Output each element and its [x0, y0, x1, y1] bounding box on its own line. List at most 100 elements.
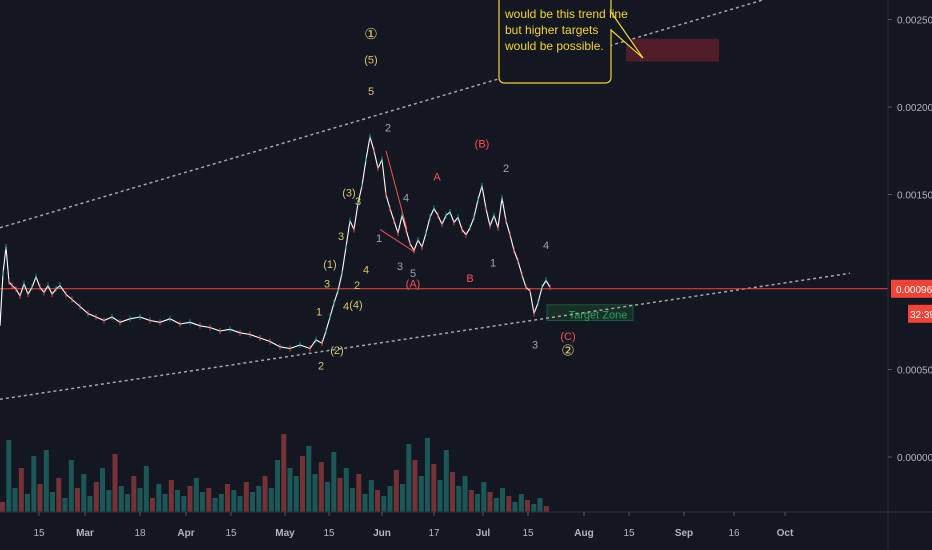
wave-label: 2 — [354, 280, 360, 292]
wave-label: 3 — [397, 261, 403, 273]
volume-bar — [418, 476, 424, 512]
wave-label: (5) — [364, 54, 377, 66]
volume-bar — [425, 438, 430, 512]
volume-bar — [75, 488, 80, 512]
volume-bar — [368, 480, 374, 512]
wave-label: 2 — [385, 123, 391, 135]
volume-bar — [131, 476, 137, 512]
price-series — [0, 133, 551, 352]
volume-bar — [43, 450, 49, 512]
x-tick-label: Aug — [574, 528, 593, 539]
x-tick-label: Mar — [76, 528, 94, 539]
x-tick-label: Jun — [373, 528, 391, 539]
annotation-text-line: would be possible. — [504, 39, 604, 53]
wave-label: ② — [561, 343, 574, 360]
x-tick-label: 15 — [225, 528, 237, 539]
volume-bar — [531, 504, 537, 512]
x-tick-label: 15 — [323, 528, 335, 539]
wave-label: (4) — [349, 299, 362, 311]
volume-bar — [112, 454, 118, 512]
volume-bar — [137, 488, 143, 512]
current-price-badge — [891, 279, 932, 298]
volume-bar — [487, 492, 493, 512]
volume-bar — [100, 468, 105, 512]
volume-bar — [343, 468, 349, 512]
volume-bar — [243, 482, 249, 512]
volume-bar — [293, 476, 299, 512]
x-tick-label: 16 — [728, 528, 740, 539]
wave-label: 2 — [318, 361, 324, 373]
volume-bar — [218, 494, 224, 512]
volume-bar — [262, 476, 268, 512]
volume-bar — [12, 488, 18, 512]
volume-bar — [431, 464, 437, 512]
volume-bar — [312, 474, 318, 512]
volume-bar — [193, 478, 199, 512]
volume-bar — [400, 484, 405, 512]
volume-bar — [518, 494, 524, 512]
volume-bar — [0, 502, 5, 512]
wave-label: 1 — [316, 306, 322, 318]
volume-bar — [237, 496, 243, 512]
volume-bar — [187, 486, 193, 512]
wave-drawn-line — [379, 229, 416, 253]
x-tick-label: 15 — [33, 528, 45, 539]
volume-bars — [0, 434, 549, 512]
volume-bar — [456, 486, 462, 512]
volume-bar — [493, 498, 499, 512]
volume-bar — [68, 460, 74, 512]
annotation-text-line: but higher targets — [505, 23, 598, 37]
wave-label: 4 — [403, 193, 409, 205]
volume-bar — [93, 482, 99, 512]
x-tick-label: 15 — [522, 528, 534, 539]
volume-bar — [6, 440, 12, 512]
volume-bar — [212, 498, 218, 512]
volume-bar — [225, 484, 230, 512]
volume-bar — [475, 494, 480, 512]
volume-bar — [337, 478, 343, 512]
wave-label: (A) — [406, 278, 421, 290]
volume-bar — [118, 486, 124, 512]
wave-label: 3 — [355, 196, 361, 208]
volume-bar — [325, 482, 330, 512]
current-price-label: 0.0009612 — [896, 285, 932, 296]
annotation-bubble — [498, 0, 644, 84]
volume-bar — [175, 490, 180, 512]
volume-bar — [543, 506, 549, 512]
wave-label: (1) — [323, 259, 336, 271]
volume-bar — [56, 478, 62, 512]
wave-label: (B) — [475, 138, 490, 150]
lower-trend-line — [0, 272, 851, 400]
volume-bar — [525, 500, 530, 512]
volume-bar — [37, 484, 43, 512]
y-tick-label: 0.0020000 — [897, 103, 932, 114]
volume-bar — [87, 496, 93, 512]
volume-bar — [62, 498, 68, 512]
x-tick-label: 18 — [134, 528, 146, 539]
wave-label: 1 — [490, 257, 496, 269]
volume-bar — [437, 480, 443, 512]
volume-bar — [537, 498, 543, 512]
volume-bar — [50, 492, 55, 512]
volume-bar — [143, 466, 149, 512]
target-zone-label: Target Zone — [569, 310, 628, 322]
y-tick-label: 0.0000000 — [897, 453, 932, 464]
wave-label: ① — [364, 26, 377, 43]
volume-bar — [306, 446, 312, 512]
volume-bar — [387, 486, 393, 512]
volume-bar — [287, 468, 293, 512]
volume-bar — [412, 460, 418, 512]
wave-label: (C) — [560, 331, 575, 343]
volume-bar — [250, 492, 255, 512]
volume-bar — [481, 482, 487, 512]
volume-bar — [25, 494, 30, 512]
wave-label: 4 — [543, 240, 549, 252]
upper-trend-line — [0, 0, 766, 229]
volume-bar — [31, 456, 37, 512]
volume-bar — [362, 494, 368, 512]
volume-bar — [331, 452, 337, 512]
volume-bar — [468, 490, 474, 512]
